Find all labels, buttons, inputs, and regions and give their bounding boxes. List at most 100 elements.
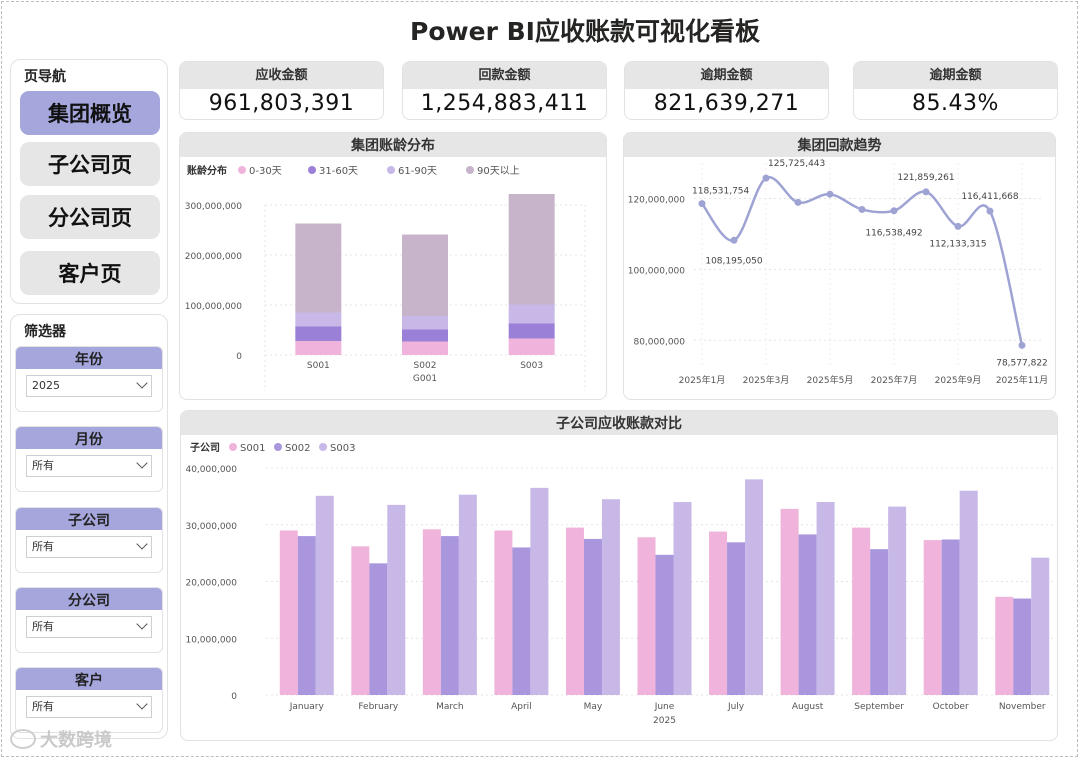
trend-data-label: 121,859,261	[897, 173, 954, 183]
page-title: Power BI应收账款可视化看板	[410, 17, 760, 46]
chevron-down-icon	[136, 698, 148, 710]
trend-point	[922, 188, 930, 196]
subsidiary-xtick-label: May	[584, 702, 603, 712]
filter-month-label: 月份	[16, 427, 162, 449]
filter-customer-label: 客户	[16, 668, 162, 690]
subsidiary-bar	[995, 596, 1014, 695]
watermark: 大数跨境	[10, 726, 112, 752]
subsidiary-bar	[351, 546, 370, 695]
subsidiary-bar	[583, 538, 602, 695]
subsidiary-xtick-label: April	[511, 702, 532, 712]
nav-item-group-overview[interactable]: 集团概览	[20, 91, 160, 135]
kpi-overdue-rate-label: 逾期金额	[854, 62, 1057, 89]
subsidiary-bar	[727, 542, 746, 695]
subsidiary-bar	[530, 487, 549, 695]
subsidiary-ytick-label: 20,000,000	[185, 579, 237, 589]
filter-branch-label: 分公司	[16, 588, 162, 610]
aging-xtick-label: S001	[307, 361, 330, 371]
trend-point	[826, 190, 834, 198]
subsidiary-legend-marker	[274, 443, 282, 451]
aging-bar-segment	[402, 329, 448, 342]
aging-bar-segment	[508, 194, 555, 305]
kpi-receivable-label: 应收金额	[180, 62, 383, 89]
subsidiary-xtick-label: February	[358, 702, 399, 712]
kpi-collected-value: 1,254,883,411	[420, 91, 589, 116]
subsidiary-bar	[297, 536, 316, 695]
subsidiary-bar	[422, 529, 441, 695]
filter-subsidiary-select[interactable]: 所有	[26, 536, 152, 558]
subsidiary-xtick-label: January	[289, 702, 325, 712]
trend-point	[890, 207, 898, 215]
aging-legend-label: 61-90天	[398, 166, 437, 177]
subsidiary-xtick-label: July	[727, 702, 745, 712]
filter-branch: 分公司 所有	[15, 587, 163, 653]
subsidiary-xtick-label: June	[654, 702, 675, 712]
subsidiary-chart-card: 子公司应收账款对比 子公司 S001 S002 S003 40,000,000 30,00…	[180, 410, 1058, 741]
trend-chart: 120,000,000 100,000,000 80,000,000 2025年1月 2…	[628, 159, 1048, 386]
subsidiary-bar	[959, 490, 978, 695]
trend-point	[858, 205, 866, 213]
trend-ytick-label: 80,000,000	[633, 337, 685, 347]
aging-legend-marker	[308, 166, 316, 174]
subsidiary-bar	[816, 502, 835, 695]
kpi-overdue-label: 逾期金额	[625, 62, 828, 89]
filter-customer: 客户 所有	[15, 667, 163, 733]
nav-item-customer[interactable]: 客户页	[20, 251, 160, 295]
filter-branch-value: 所有	[32, 620, 54, 633]
aging-bar-segment	[295, 223, 342, 313]
trend-point	[730, 236, 738, 244]
subsidiary-bar	[709, 531, 728, 695]
kpi-collected-label: 回款金额	[403, 62, 606, 89]
trend-point	[986, 207, 994, 215]
aging-ytick-label: 0	[236, 352, 242, 362]
subsidiary-chart: 子公司 S001 S002 S003 40,000,000 30,000,000 20,00…	[185, 442, 1053, 726]
subsidiary-bar	[1013, 598, 1032, 695]
filter-customer-value: 所有	[32, 700, 54, 713]
aging-xtick-label: S003	[520, 361, 543, 371]
subsidiary-bar	[780, 508, 799, 695]
subsidiary-bar	[369, 563, 388, 695]
aging-bar-segment	[402, 341, 448, 355]
subsidiary-bar	[888, 506, 907, 695]
filter-customer-select[interactable]: 所有	[26, 696, 152, 718]
subsidiary-legend-label: S002	[285, 443, 310, 454]
aging-bar-segment	[508, 323, 555, 339]
aging-chart-card: 集团账龄分布 账龄分布 0-30天 31-60天 61-90天 90天以上 300,000…	[179, 132, 607, 400]
trend-xtick-label: 2025年1月	[679, 374, 726, 386]
filter-year-select[interactable]: 2025	[26, 375, 152, 397]
aging-legend-marker	[238, 166, 246, 174]
subsidiary-legend-marker	[319, 443, 327, 451]
trend-data-label: 112,133,315	[929, 239, 986, 249]
aging-bar-segment	[402, 316, 448, 330]
nav-panel-title: 页导航	[24, 69, 66, 85]
aging-bar-segment	[508, 304, 555, 324]
filter-month-select[interactable]: 所有	[26, 455, 152, 477]
subsidiary-bar	[512, 547, 531, 695]
kpi-collected: 回款金额 1,254,883,411	[402, 61, 607, 120]
chevron-down-icon	[136, 377, 148, 389]
filter-month-value: 所有	[32, 459, 54, 472]
subsidiary-bar	[279, 530, 298, 695]
brand-logo-icon	[10, 729, 36, 749]
aging-legend-label: 31-60天	[319, 166, 358, 177]
aging-legend-marker	[466, 166, 474, 174]
subsidiary-xtick-label: August	[792, 702, 824, 712]
aging-bar-segment	[402, 234, 448, 316]
subsidiary-bar	[923, 540, 942, 695]
filter-subsidiary-value: 所有	[32, 540, 54, 553]
aging-legend-label: 0-30天	[249, 166, 282, 177]
trend-data-label: 116,411,668	[961, 192, 1019, 202]
trend-point	[794, 198, 802, 206]
subsidiary-xtick-label: October	[933, 702, 969, 712]
kpi-overdue-rate: 逾期金额 85.43%	[853, 61, 1058, 120]
nav-item-branch[interactable]: 分公司页	[20, 195, 160, 239]
filter-branch-select[interactable]: 所有	[26, 616, 152, 638]
trend-data-label: 78,577,822	[996, 358, 1048, 368]
kpi-overdue-value: 821,639,271	[653, 91, 800, 116]
nav-item-subsidiary[interactable]: 子公司页	[20, 142, 160, 186]
subsidiary-ytick-label: 40,000,000	[185, 465, 237, 475]
filter-month: 月份 所有	[15, 426, 163, 492]
subsidiary-bar	[387, 504, 406, 695]
subsidiary-bar	[852, 527, 871, 695]
subsidiary-bar	[673, 502, 692, 695]
